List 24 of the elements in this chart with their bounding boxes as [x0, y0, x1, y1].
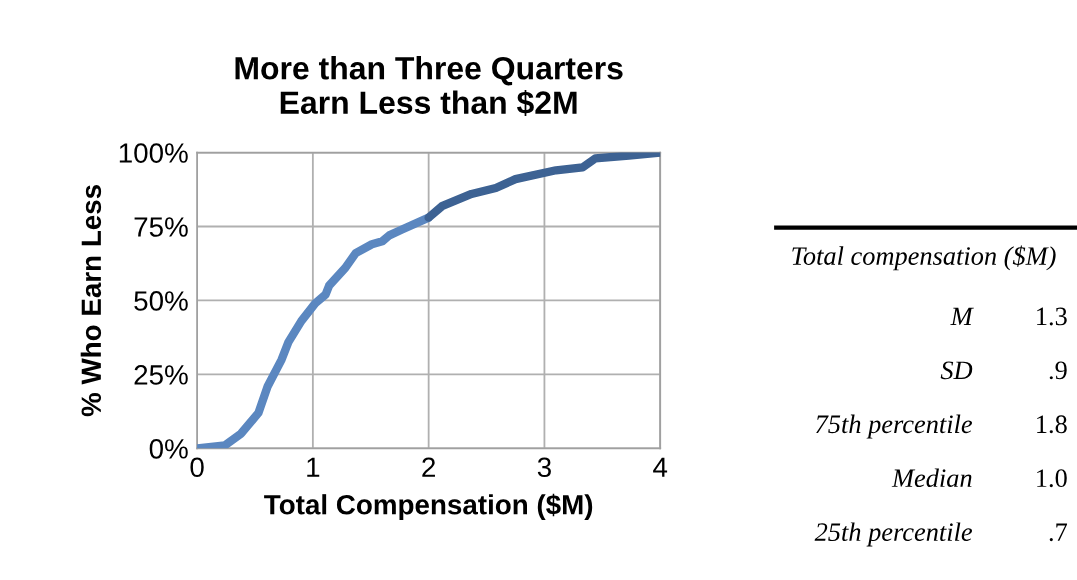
x-tick-label: 1 — [307, 457, 320, 477]
y-tick-label: 0% — [149, 439, 188, 459]
x-tick-label: 4 — [653, 457, 668, 477]
text: .9 — [1049, 361, 1067, 380]
y-tick-label: 25% — [134, 365, 188, 385]
text: Median — [891, 468, 972, 488]
chart-title: More than Three Quarters Earn Less than $2M — [235, 56, 623, 117]
x-tick-label: 0 — [190, 457, 204, 478]
y-tick-label: 50% — [134, 291, 188, 311]
text: 25th percentile — [814, 522, 973, 547]
text: 1.3 — [1037, 307, 1067, 326]
text: 1.0 — [1037, 469, 1067, 488]
text: M — [950, 307, 974, 326]
text: SD — [940, 361, 973, 380]
text: 75th percentile — [816, 414, 973, 439]
x-tick-label: 2 — [422, 457, 435, 477]
y-tick-label: 75% — [134, 217, 188, 237]
text: .7 — [1049, 523, 1068, 542]
x-axis-title: Total Compensation ($M) — [264, 493, 593, 521]
y-tick-label: 100% — [119, 143, 188, 163]
text: Total compensation ($M) — [792, 245, 1056, 271]
x-tick-label: 3 — [537, 457, 551, 478]
text: 1.8 — [1037, 415, 1067, 434]
y-axis-title: % Who Earn Less — [80, 185, 102, 417]
